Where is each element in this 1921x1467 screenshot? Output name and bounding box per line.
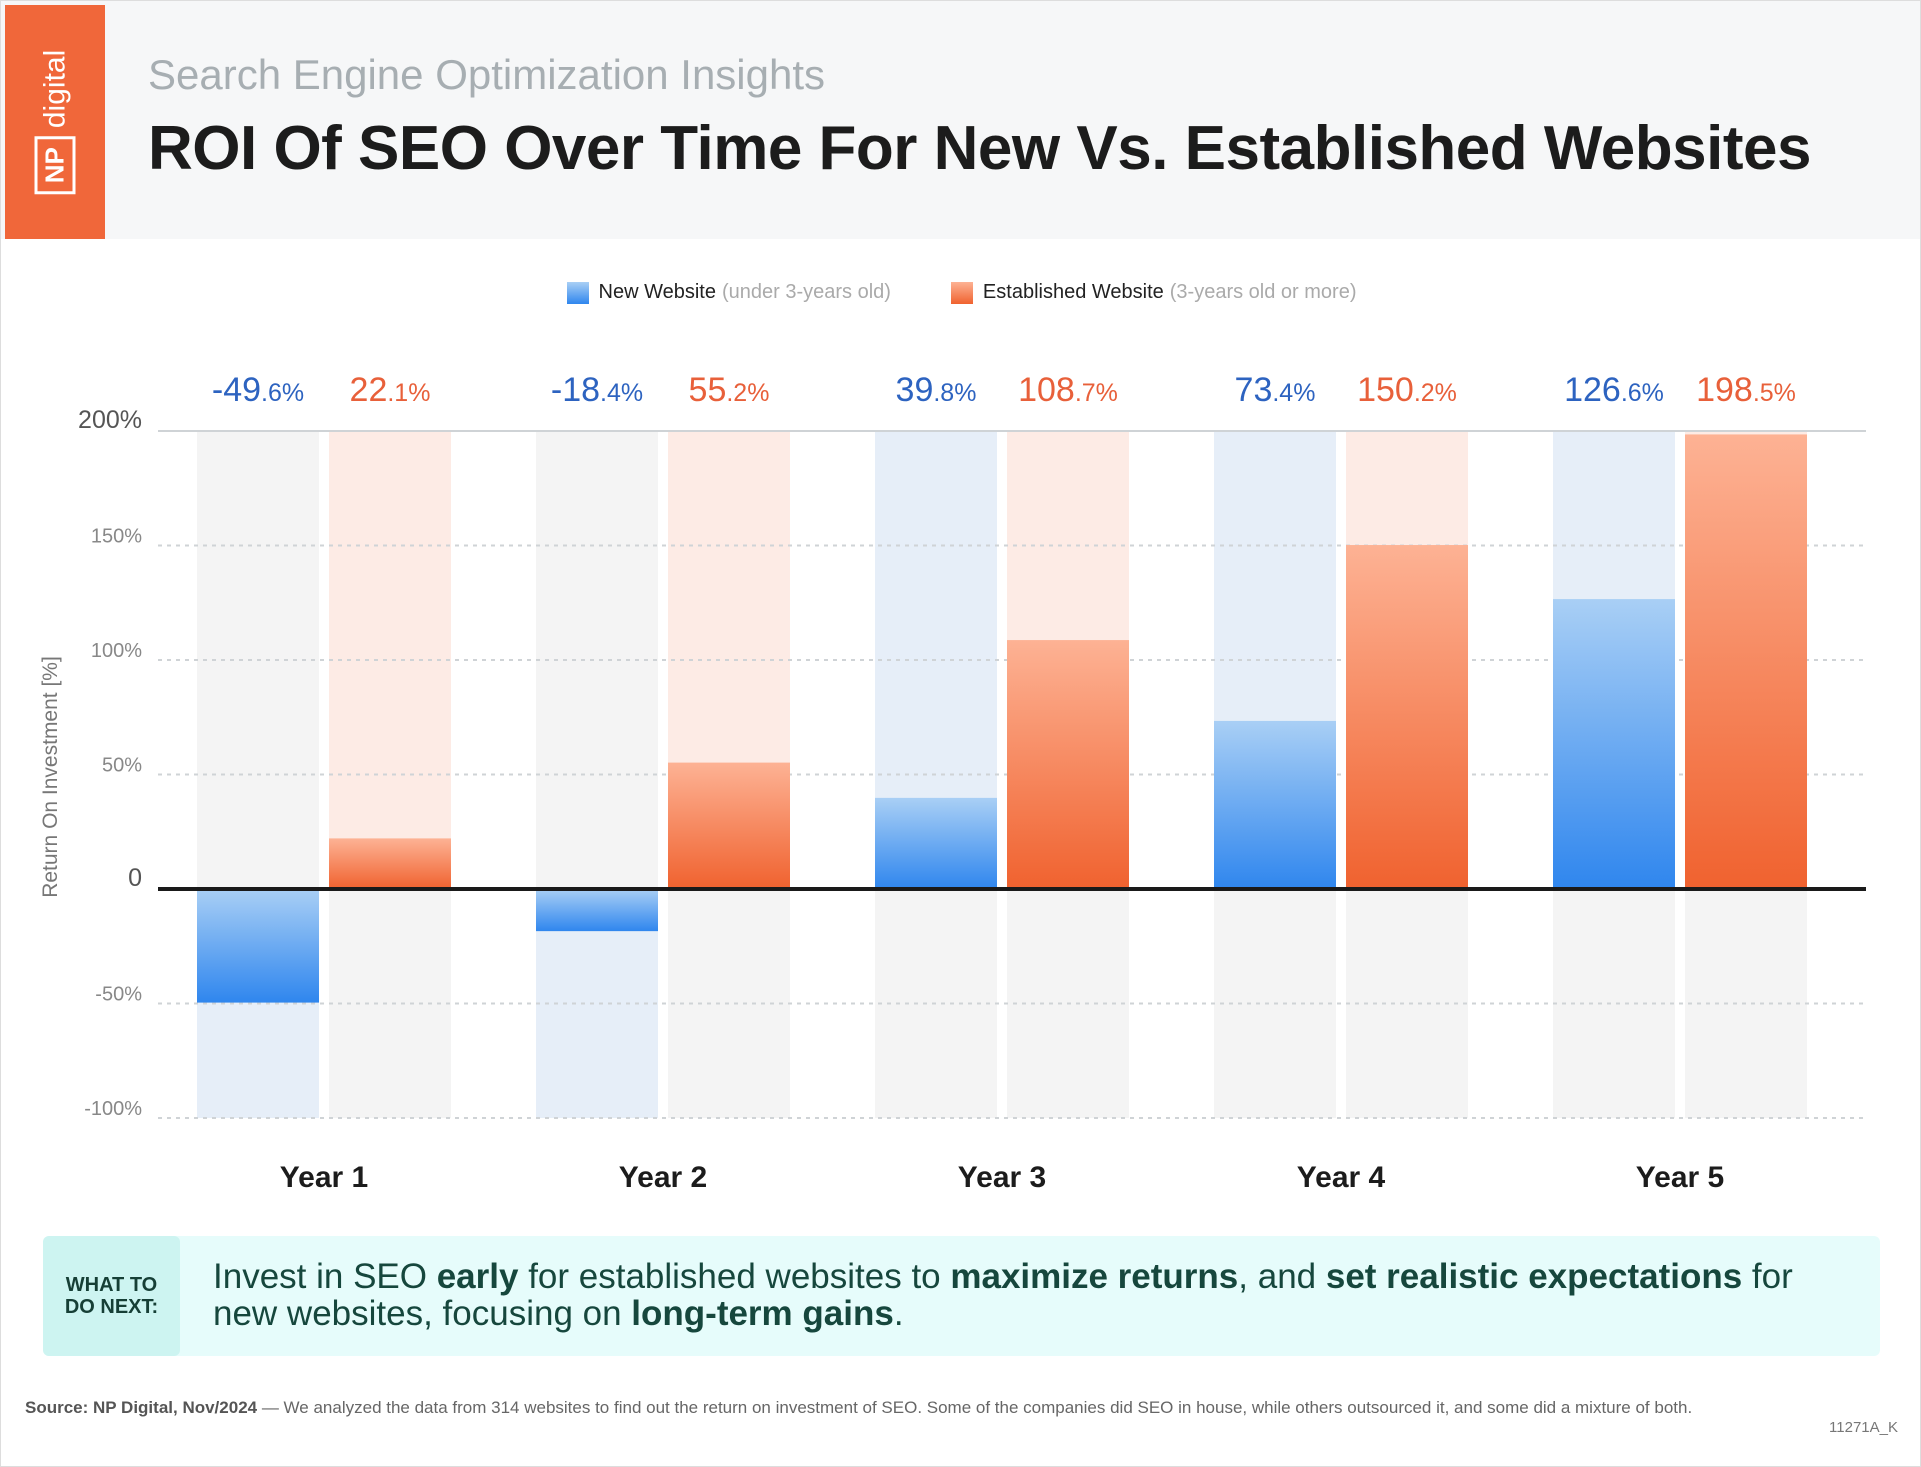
y-tick-label: 0 xyxy=(128,864,142,892)
source-label: Source: NP Digital, Nov/2024 xyxy=(25,1398,258,1417)
data-label: 198.5% xyxy=(1696,371,1796,409)
y-tick-label: -50% xyxy=(95,984,142,1006)
data-label: 73.4% xyxy=(1235,371,1316,409)
data-label: -18.4% xyxy=(551,371,643,409)
bar-new-website xyxy=(1214,720,1336,889)
callout-tag-line: DO NEXT: xyxy=(64,1296,159,1318)
legend-label: Established Website xyxy=(982,281,1164,303)
legend-note: (under 3-years old) xyxy=(721,281,891,303)
x-category-label: Year 5 xyxy=(1636,1161,1724,1194)
bar-established-website xyxy=(668,762,790,889)
bar-established-website xyxy=(329,838,451,889)
y-tick-label: 150% xyxy=(91,526,142,548)
data-label: -49.6% xyxy=(212,371,304,409)
callout-segment: . xyxy=(893,1294,904,1333)
callout-text: Invest in SEO early for established webs… xyxy=(213,1258,1833,1332)
graphic-code: 11271A_K xyxy=(1829,1419,1898,1436)
source-note: Source: NP Digital, Nov/2024 — We analyz… xyxy=(25,1397,1745,1418)
x-category-label: Year 3 xyxy=(958,1161,1046,1194)
bar-background xyxy=(668,889,790,1118)
callout-tag-line: WHAT TO xyxy=(65,1274,158,1296)
y-tick-label: 200% xyxy=(78,406,142,434)
legend-label: New Website xyxy=(598,281,716,303)
source-text: — We analyzed the data from 314 websites… xyxy=(257,1398,1693,1417)
header: NP digital Search Engine Optimization In… xyxy=(1,1,1920,239)
data-label: 22.1% xyxy=(350,371,431,409)
callout-emphasis: maximize returns xyxy=(950,1257,1239,1296)
data-label: 150.2% xyxy=(1357,371,1457,409)
data-label: 55.2% xyxy=(689,371,770,409)
legend-swatch-established xyxy=(950,281,973,304)
x-category-label: Year 4 xyxy=(1297,1161,1386,1194)
x-category-label: Year 2 xyxy=(619,1161,707,1194)
page-title: ROI Of SEO Over Time For New Vs. Establi… xyxy=(148,114,1811,183)
bar-background xyxy=(875,889,997,1118)
data-label: 126.6% xyxy=(1564,371,1664,409)
bar-background xyxy=(1685,889,1807,1118)
callout-emphasis: long-term gains xyxy=(631,1294,894,1333)
callout-tag: WHAT TO DO NEXT: xyxy=(43,1236,180,1356)
data-label: 108.7% xyxy=(1018,371,1118,409)
y-axis-title: Return On Investment [%] xyxy=(39,656,62,898)
data-label: 39.8% xyxy=(896,371,977,409)
legend: New Website (under 3-years old) Establis… xyxy=(1,281,1920,304)
bar-new-website xyxy=(1553,599,1675,889)
y-tick-label: 100% xyxy=(91,640,142,662)
legend-item-new: New Website (under 3-years old) xyxy=(566,281,891,304)
bar-chart: 200% 150% 100% 50% 0 -50% -100% -49.6% 22.1% Year… xyxy=(39,371,1866,1194)
callout-segment: Invest in SEO xyxy=(213,1257,437,1296)
callout-segment: for new websites, focusing on xyxy=(213,1257,1793,1333)
bar-new-website xyxy=(197,889,319,1003)
x-category-label: Year 1 xyxy=(280,1161,368,1194)
bar-new-website xyxy=(875,797,997,889)
bar-established-website xyxy=(1685,434,1807,889)
legend-swatch-new xyxy=(566,281,589,304)
bar-established-website xyxy=(1346,545,1468,889)
np-digital-logo: NP digital xyxy=(5,5,105,239)
bar-new-website xyxy=(536,889,658,932)
callout-emphasis: set realistic expectations xyxy=(1325,1257,1743,1296)
y-tick-label: 50% xyxy=(102,755,142,777)
bar-established-website xyxy=(1007,640,1129,889)
y-tick-label: -100% xyxy=(84,1098,142,1120)
legend-item-established: Established Website (3-years old or more… xyxy=(950,281,1357,304)
subtitle: Search Engine Optimization Insights xyxy=(148,51,826,98)
what-to-do-next-callout: WHAT TO DO NEXT: Invest in SEO early for … xyxy=(43,1236,1880,1356)
callout-emphasis: early xyxy=(436,1257,519,1296)
callout-segment: for established websites to xyxy=(518,1257,951,1296)
legend-note: (3-years old or more) xyxy=(1169,281,1357,303)
callout-segment: , and xyxy=(1238,1257,1326,1296)
